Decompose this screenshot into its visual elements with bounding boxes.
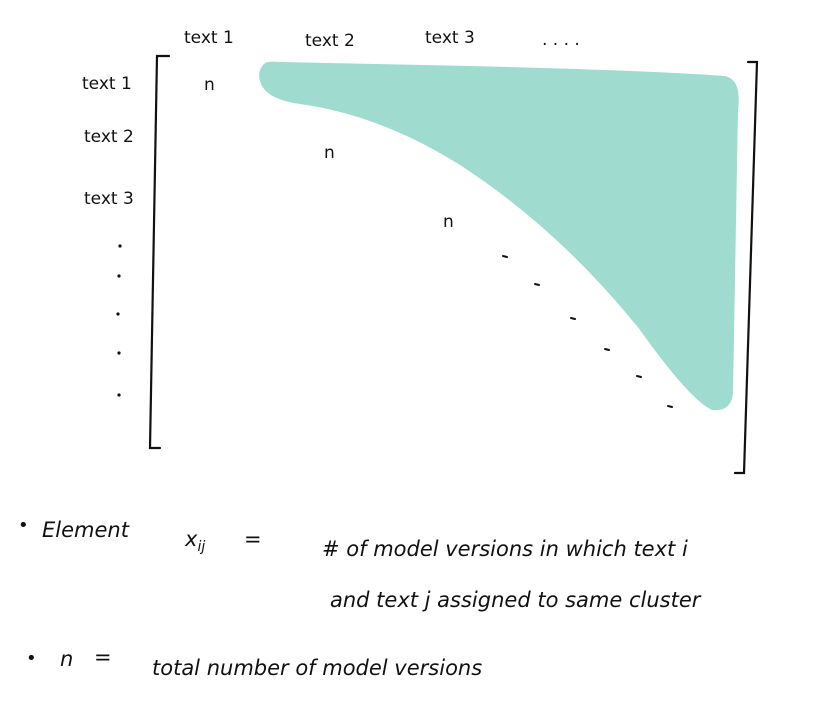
diagonal-entry-2: n	[324, 143, 335, 163]
column-header-text-1: text 1	[184, 28, 234, 48]
diagonal-entry-3: n	[443, 212, 454, 232]
element-label: Element	[42, 518, 130, 542]
row-ellipsis-dots	[116, 244, 122, 397]
element-variable: xij	[184, 527, 205, 555]
element-definition-line-1: # of model versions in which text i	[322, 537, 688, 561]
column-header-text-3: text 3	[425, 28, 475, 48]
element-equals: =	[244, 527, 262, 551]
bullet-2: •	[26, 648, 37, 669]
upper-triangle-region	[259, 61, 739, 411]
column-header-text-2: text 2	[305, 31, 355, 51]
diagonal-continuation-dashes	[502, 255, 673, 408]
n-equals: =	[94, 645, 112, 669]
row-header-text-2: text 2	[84, 127, 134, 147]
bullet-1: •	[18, 515, 29, 536]
right-bracket	[733, 60, 759, 475]
diagonal-entry-1: n	[204, 75, 215, 95]
column-header-ellipsis: . . . .	[542, 30, 580, 50]
n-definition: total number of model versions	[152, 656, 482, 680]
left-bracket	[148, 54, 171, 450]
row-header-text-3: text 3	[84, 189, 134, 209]
n-symbol: n	[60, 647, 73, 671]
element-definition-line-2: and text j assigned to same cluster	[330, 588, 702, 612]
row-header-text-1: text 1	[82, 74, 132, 94]
